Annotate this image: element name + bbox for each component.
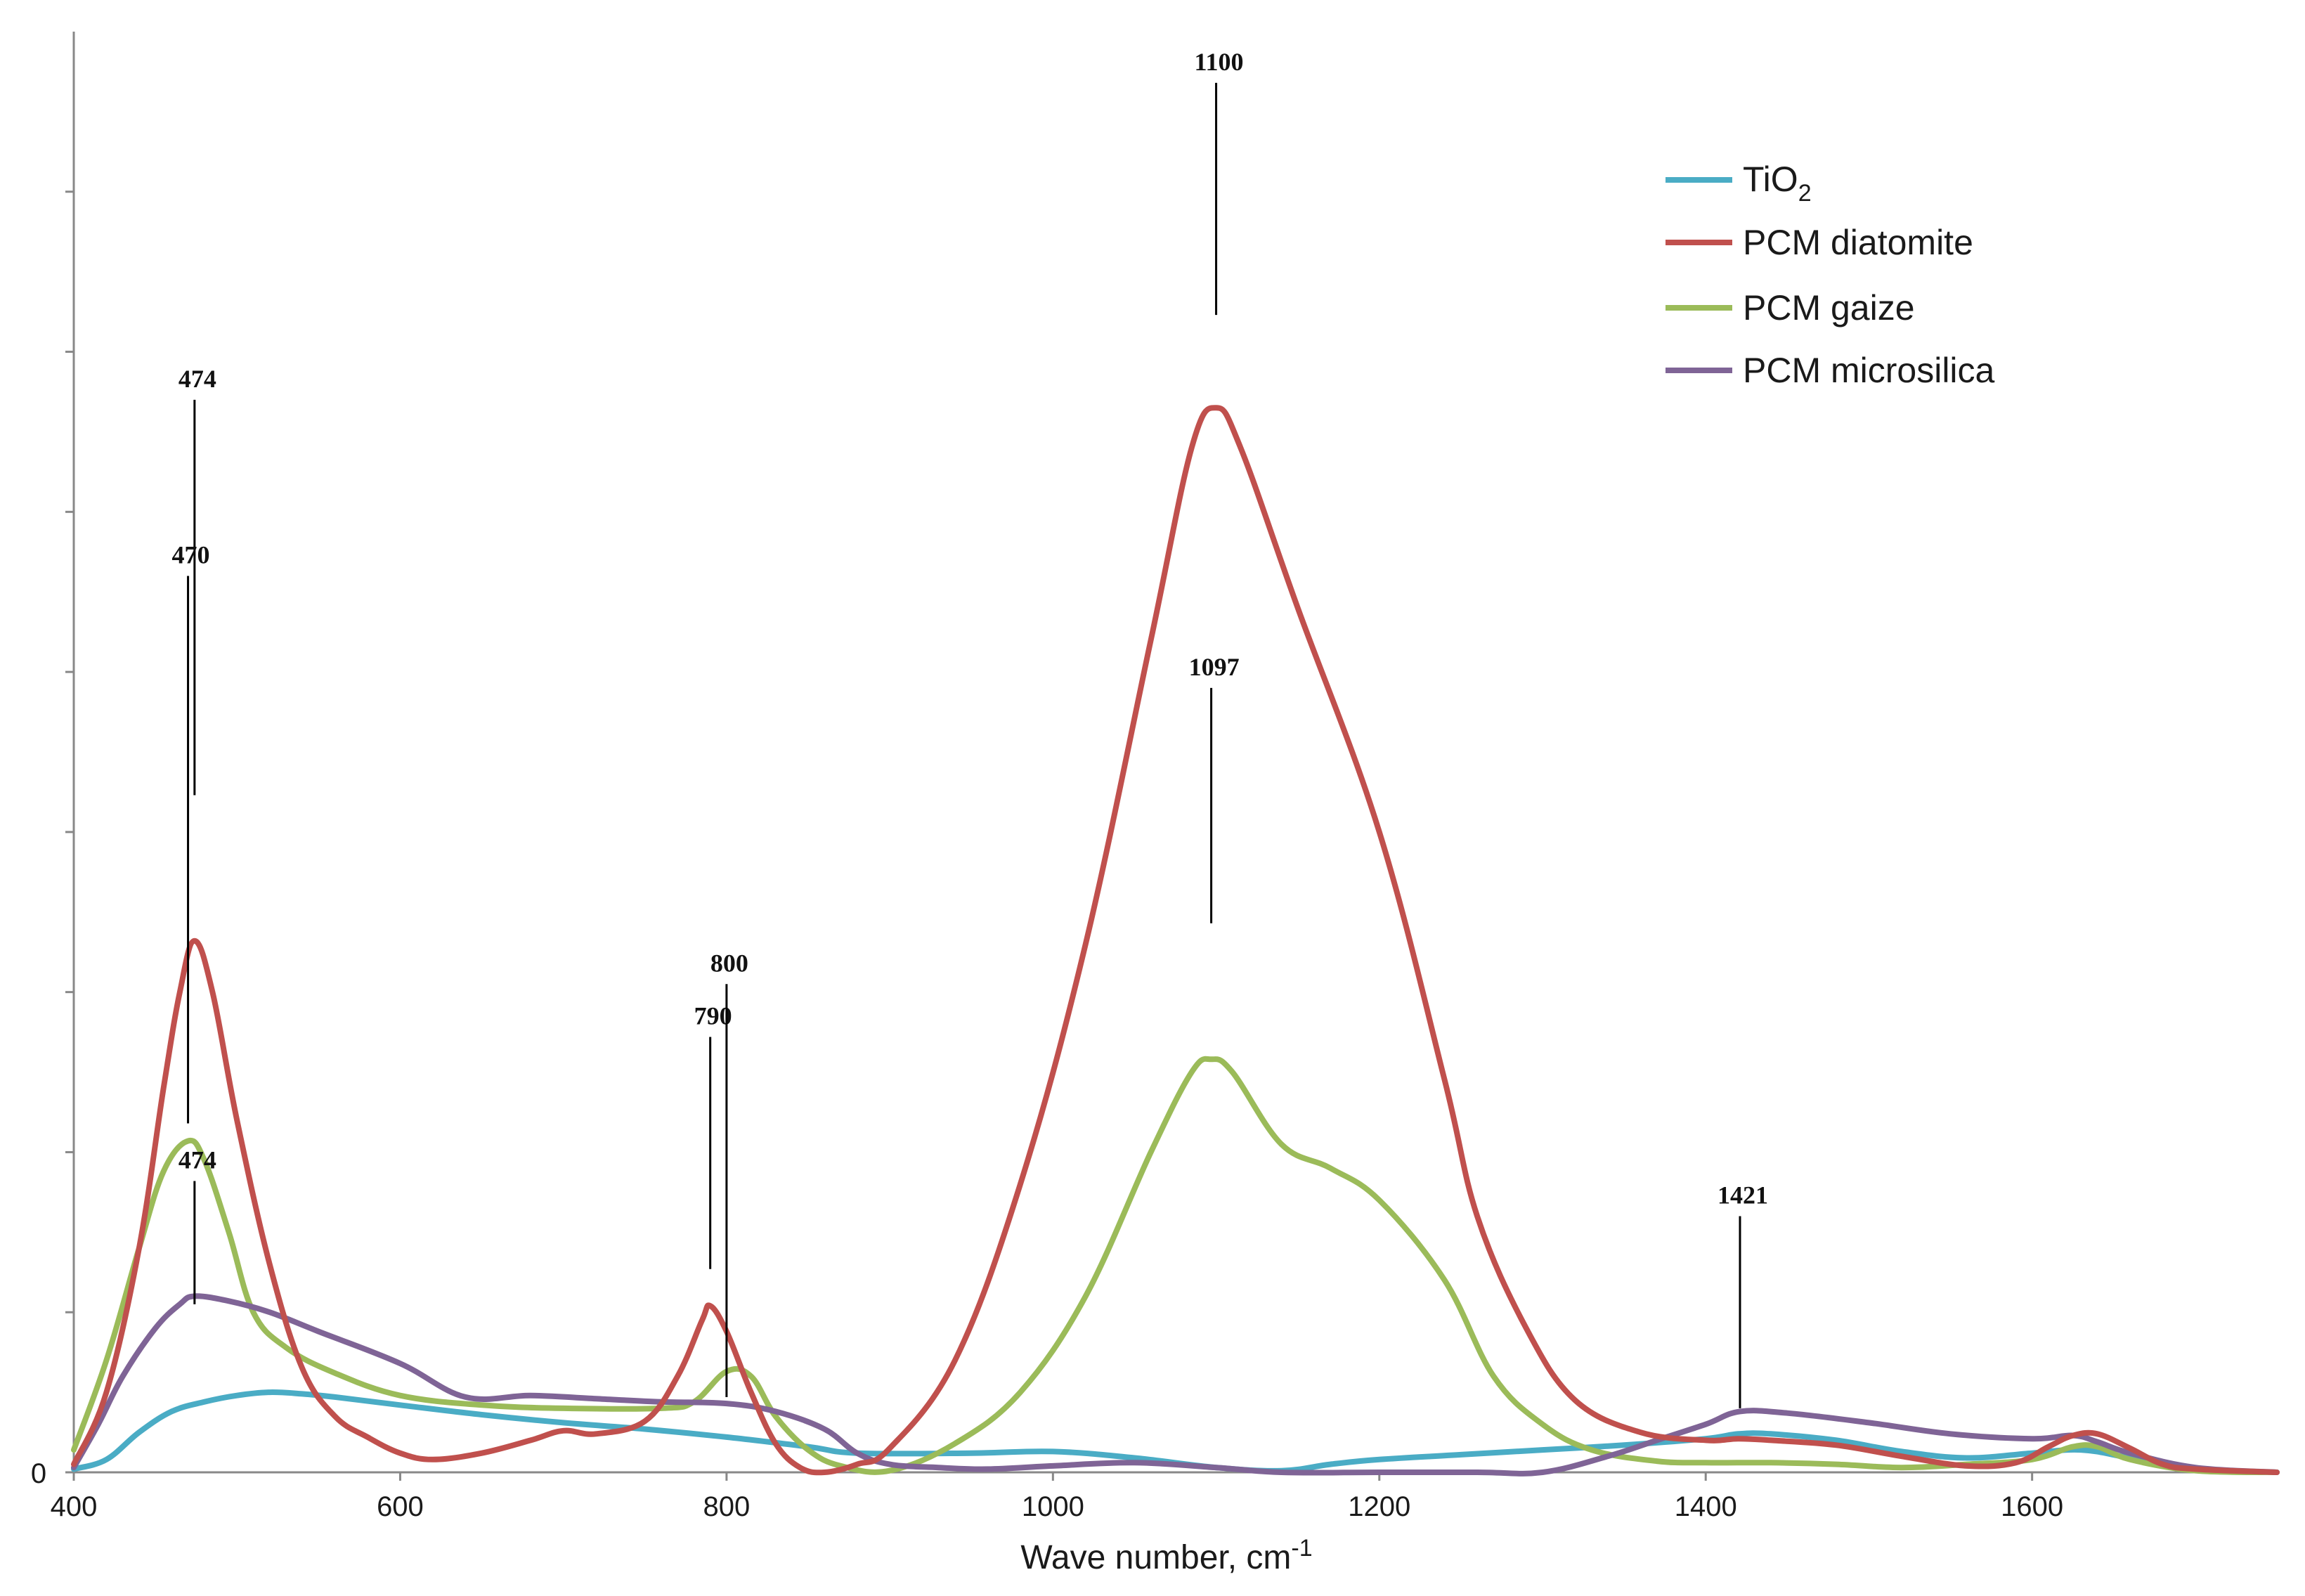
x-axis-ticks — [72, 1472, 2034, 1481]
x-tick-label: 1600 — [2001, 1491, 2063, 1522]
x-axis-title-superscript: -1 — [1291, 1535, 1312, 1562]
legend-label-tio2-subscript: 2 — [1798, 180, 1812, 207]
x-tick-label: 1200 — [1348, 1491, 1410, 1522]
legend-label-tio2: TiO2 — [1743, 160, 1812, 207]
x-tick-label: 800 — [703, 1491, 751, 1522]
series-line-pcm-microsilica — [71, 1293, 2280, 1477]
x-tick-label: 600 — [377, 1491, 424, 1522]
x-tick-labels: 400 600 800 1000 1200 1400 1600 — [51, 1491, 2064, 1522]
legend-label-tio2-text: TiO — [1743, 160, 1798, 199]
annotation-label: 800 — [710, 949, 748, 977]
annotation-label: 1100 — [1195, 48, 1244, 76]
series-line-pcm-gaize — [71, 1056, 2280, 1475]
x-axis-title: Wave number, cm-1 — [1020, 1535, 1312, 1576]
axes: 0 400 600 800 1000 1200 1400 1600 Wave number,… — [31, 32, 2277, 1576]
x-tick-label: 1400 — [1675, 1491, 1737, 1522]
series-lines — [71, 405, 2280, 1477]
annotation-label: 474 — [178, 1146, 216, 1174]
annotation-label: 470 — [172, 540, 210, 569]
series-line-tio2 — [71, 1389, 2280, 1475]
legend: TiO2 PCM diatomite PCM gaize PCM microsi… — [1666, 160, 1995, 390]
annotation-label: 1421 — [1718, 1181, 1768, 1209]
legend-label-diatomite: PCM diatomite — [1743, 223, 1973, 262]
x-axis-title-text: Wave number, cm — [1020, 1539, 1291, 1576]
legend-label-microsilica: PCM microsilica — [1743, 351, 1995, 390]
x-tick-label: 400 — [51, 1491, 98, 1522]
x-tick-label: 1000 — [1022, 1491, 1084, 1522]
annotation-label: 474 — [178, 365, 216, 393]
annotation-label: 1097 — [1189, 653, 1240, 681]
legend-label-gaize: PCM gaize — [1743, 288, 1915, 327]
y-zero-label: 0 — [31, 1458, 46, 1489]
series-line-pcm-diatomite — [71, 405, 2280, 1476]
y-axis-ticks — [65, 190, 74, 1474]
